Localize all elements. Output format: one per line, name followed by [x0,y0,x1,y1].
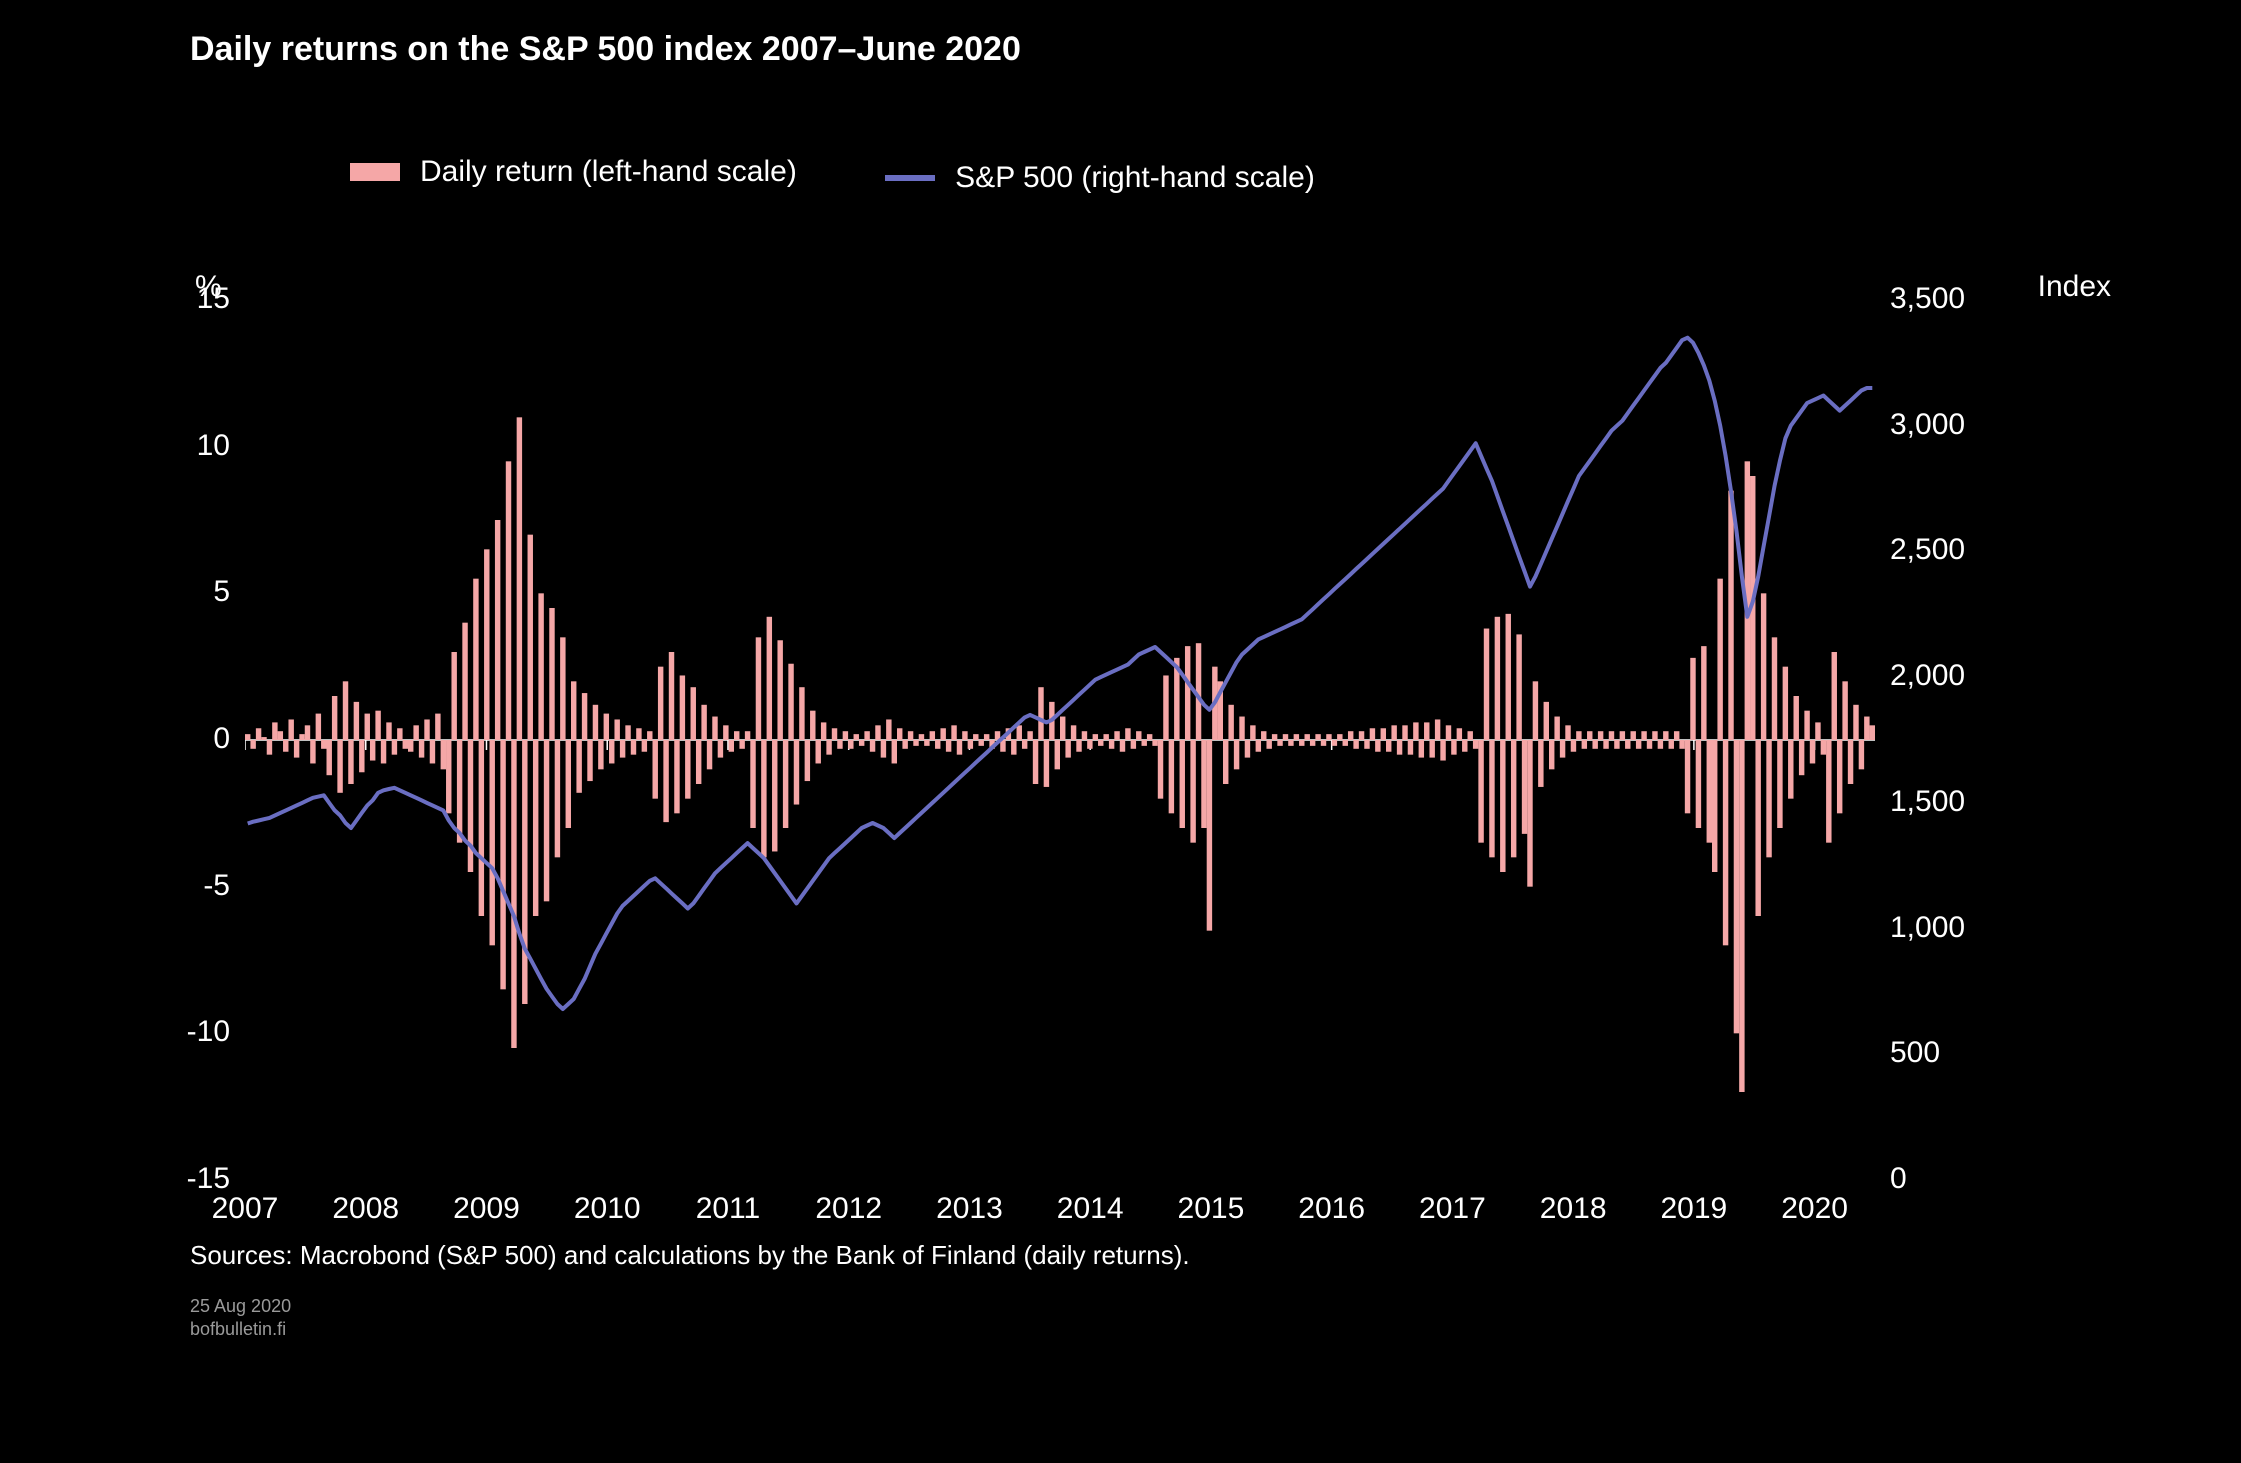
sources-text: Sources: Macrobond (S&P 500) and calcula… [190,1240,1190,1271]
xtick-year: 2017 [1412,1192,1492,1226]
y-axis-right-label: Index [2038,270,2111,304]
ytick-left: -5 [170,869,230,903]
xtick-year: 2018 [1533,1192,1613,1226]
xtick-year: 2007 [205,1192,285,1226]
ytick-right: 2,500 [1890,533,1990,567]
ytick-left: 5 [170,575,230,609]
chart-title: Daily returns on the S&P 500 index 2007–… [190,30,1021,69]
xtick-year: 2010 [567,1192,647,1226]
ytick-left: 0 [170,722,230,756]
legend-swatch-bar [350,163,400,181]
footer-text: 25 Aug 2020 bofbulletin.fi [190,1295,291,1342]
legend: Daily return (left-hand scale) S&P 500 (… [350,155,1395,195]
xtick-year: 2016 [1292,1192,1372,1226]
legend-item-returns: Daily return (left-hand scale) [350,155,797,189]
chart-plot-area [245,300,1895,1200]
ytick-left: 10 [170,429,230,463]
xtick-year: 2014 [1050,1192,1130,1226]
ytick-left: -15 [170,1162,230,1196]
xtick-year: 2015 [1171,1192,1251,1226]
footer-date: 25 Aug 2020 [190,1296,291,1316]
ytick-right: 3,000 [1890,408,1990,442]
xtick-year: 2012 [809,1192,889,1226]
ytick-right: 1,500 [1890,785,1990,819]
ytick-right: 500 [1890,1036,1990,1070]
xtick-year: 2008 [326,1192,406,1226]
ytick-right: 0 [1890,1162,1990,1196]
page-root: Daily returns on the S&P 500 index 2007–… [0,0,2241,1463]
ytick-right: 2,000 [1890,659,1990,693]
xtick-year: 2020 [1775,1192,1855,1226]
ytick-left: -10 [170,1015,230,1049]
ytick-right: 1,000 [1890,911,1990,945]
xtick-year: 2013 [929,1192,1009,1226]
ytick-left: 15 [170,282,230,316]
ytick-right: 3,500 [1890,282,1990,316]
xtick-year: 2009 [446,1192,526,1226]
legend-label-index: S&P 500 (right-hand scale) [955,161,1315,195]
legend-item-index: S&P 500 (right-hand scale) [885,161,1315,195]
footer-site: bofbulletin.fi [190,1319,286,1339]
legend-swatch-line [885,175,935,181]
xtick-year: 2011 [688,1192,768,1226]
legend-label-returns: Daily return (left-hand scale) [420,155,797,189]
xtick-year: 2019 [1654,1192,1734,1226]
